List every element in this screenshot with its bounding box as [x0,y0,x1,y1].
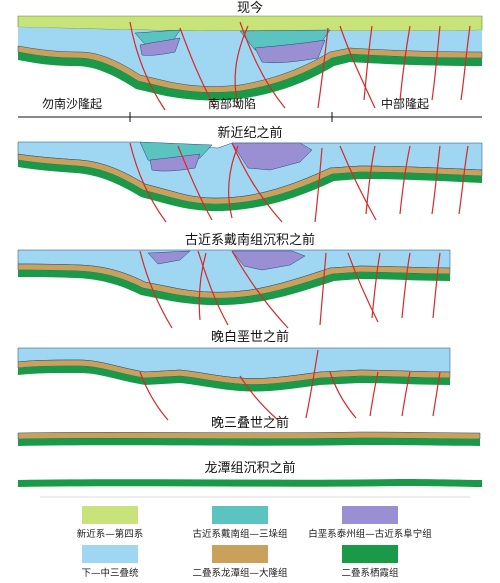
taizhou-layer [139,37,181,56]
legend-item: 新近系—第四系 [77,506,144,540]
qixia-layer [18,366,450,392]
legend-label: 下—中三叠统 [81,567,139,579]
section-pre-late-cretaceous [17,347,451,421]
fault-lines [129,21,471,111]
section-title-present: 现今 [237,0,263,16]
section-pre-longtan [18,479,482,487]
longtan-layer [17,431,481,440]
qixia-layer [18,160,482,212]
section-title-pre-dainan: 古近系戴南组沉积之前 [185,232,315,248]
legend-label: 二叠系龙潭组—大隆组 [192,567,288,579]
legend-swatch [212,506,268,524]
taizhou-layer [149,153,201,172]
legend-label: 新近系—第四系 [77,528,144,540]
qixia-layer [18,438,480,446]
legend-swatch [212,545,268,563]
section-pre-neogene [17,141,483,223]
region-divider [18,112,482,122]
legend-label: 二叠系栖霞组 [341,567,399,579]
legend-item: 二叠系栖霞组 [341,545,399,579]
section-pre-late-triassic [17,431,481,446]
legend-swatch [342,545,398,563]
legend-swatch [82,506,138,524]
section-title-pre-late-triassic: 晚三叠世之前 [211,415,289,431]
legend-swatch [342,506,398,524]
taizhou-layer [231,142,313,171]
qixia-layer [18,270,450,306]
section-present [17,15,483,111]
legend-item: 古近系戴南组—三垛组 [192,506,288,540]
neogene-layer [17,15,483,32]
taizhou-layer [147,250,191,265]
section-title-pre-neogene: 新近纪之前 [217,125,282,141]
qixia-layer [18,52,482,101]
section-title-pre-longtan: 龙潭组沉积之前 [204,460,295,476]
legend-item: 二叠系龙潭组—大隆组 [192,545,288,579]
fault-lines [139,349,441,421]
region-label-wunansha: 勿南沙隆起 [42,96,102,111]
legend-swatch [82,545,138,563]
section-pre-dainan [17,249,451,329]
fault-lines [139,250,441,329]
taizhou-layer [231,250,306,271]
qixia-layer [18,479,482,487]
region-label-central-uplift: 中部隆起 [381,96,429,111]
legend-label: 古近系戴南组—三垛组 [192,528,288,540]
legend-label: 白垩系泰州组—古近系阜宁组 [308,528,432,540]
legend-item: 下—中三叠统 [81,545,139,579]
taizhou-layer [254,39,326,64]
section-title-pre-late-cretaceous: 晚白垩世之前 [211,329,289,345]
region-label-southern-depression: 南部坳陷 [208,96,256,111]
legend-item: 白垩系泰州组—古近系阜宁组 [308,506,432,540]
fault-lines [129,142,469,223]
